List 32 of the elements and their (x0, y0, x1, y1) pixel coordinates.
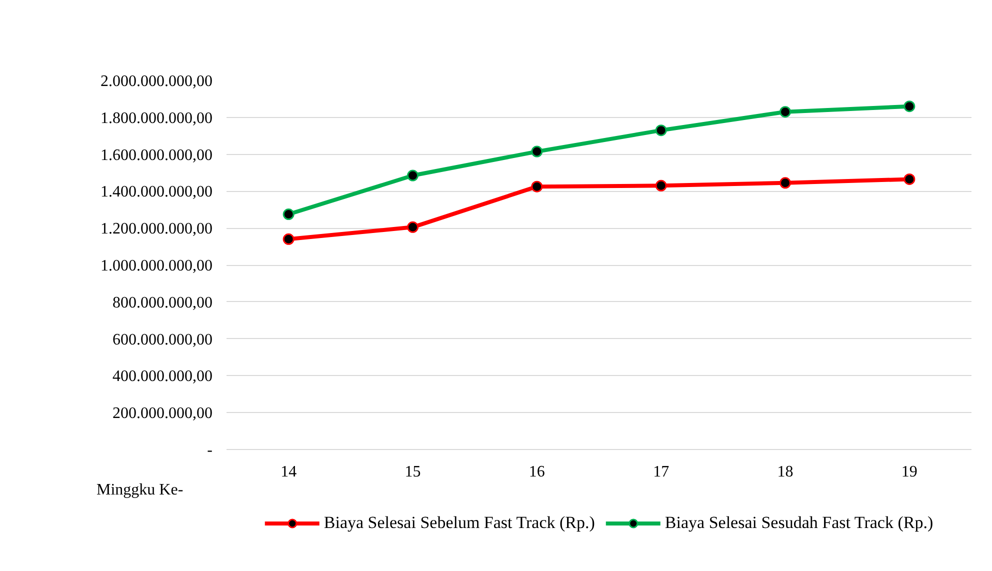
x-tick-label: 16 (528, 464, 545, 480)
point (655, 124, 667, 136)
point (531, 180, 543, 192)
y-tick-label: 1.800.000.000,00 (100, 110, 212, 127)
legend-label: Biaya Selesai Sebelum Fast Track (Rp.) (324, 513, 595, 533)
y-tick-label: 1.000.000.000,00 (100, 258, 212, 274)
point (531, 146, 543, 158)
point (904, 100, 916, 112)
x-tick-label: 14 (280, 464, 297, 480)
point (655, 180, 667, 192)
x-tick-label: 18 (777, 464, 794, 480)
point (780, 177, 791, 189)
x-tick-label: 19 (901, 464, 918, 480)
point (407, 170, 418, 182)
point (282, 233, 294, 245)
y-tick-label: 1.200.000.000,00 (100, 220, 212, 238)
x-axis-title: Minggku Ke- (96, 482, 184, 498)
y-tick-label: 1.600.000.000,00 (100, 146, 212, 164)
point (407, 221, 418, 233)
x-tick-label: 17 (653, 464, 670, 480)
y-tick-label: 400.000.000,00 (112, 368, 212, 386)
y-tick-label: 600.000.000,00 (112, 331, 212, 348)
point (904, 173, 916, 185)
legend-label: Biaya Selesai Sesudah Fast Track (Rp.) (664, 513, 934, 533)
y-tick-label: 1.400.000.000,00 (100, 184, 212, 201)
y-tick-label: 2.000.000.000,00 (100, 73, 212, 90)
y-tick-label: 200.000.000,00 (112, 405, 212, 422)
y-tick-label: - (207, 442, 212, 459)
y-tick-label: 800.000.000,00 (112, 294, 212, 312)
x-tick-label: 15 (404, 464, 421, 480)
point (780, 106, 791, 118)
point (282, 208, 294, 220)
